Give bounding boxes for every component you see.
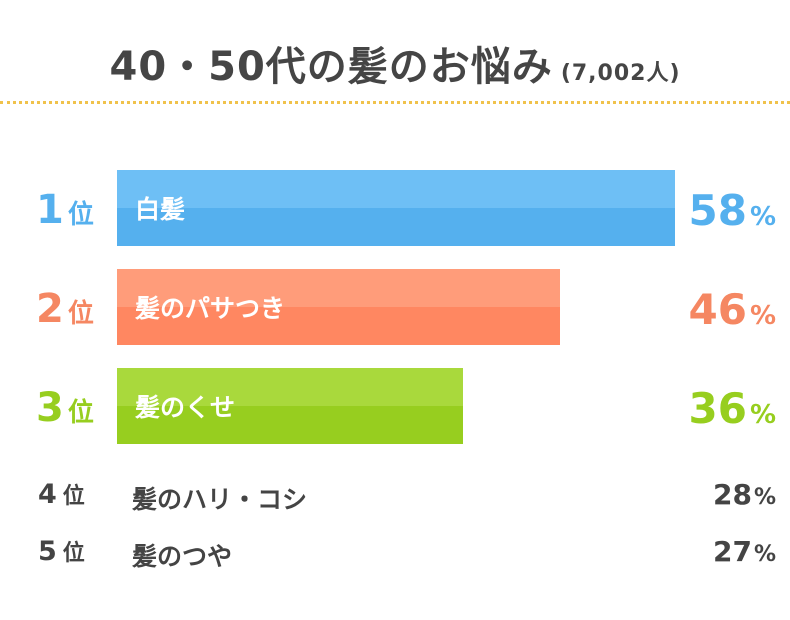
rank-number: 2 xyxy=(36,286,64,332)
percent-value: 58 xyxy=(688,186,747,235)
bar-label: 髪のパサつき xyxy=(135,294,286,323)
percent-label: 28% xyxy=(713,478,776,511)
percent-value: 46 xyxy=(688,285,747,334)
percent-unit: % xyxy=(749,301,776,331)
rank-unit: 位 xyxy=(62,541,85,566)
rank-unit: 位 xyxy=(67,299,94,329)
bar-upper-band xyxy=(117,269,560,307)
rank-number: 5 xyxy=(38,536,57,567)
bar: 白髪 xyxy=(117,170,675,246)
percent-unit: % xyxy=(753,485,776,510)
bar: 髪のくせ xyxy=(117,368,463,444)
percent-unit: % xyxy=(753,542,776,567)
rank-unit: 位 xyxy=(67,200,94,230)
rank-number: 3 xyxy=(36,385,64,431)
percent-label: 58% xyxy=(688,190,776,232)
rank-unit: 位 xyxy=(67,398,94,428)
bar-lower-band xyxy=(117,307,560,345)
percent-value: 36 xyxy=(688,384,747,433)
rank-unit: 位 xyxy=(62,484,85,509)
percent-label: 27% xyxy=(713,535,776,568)
bar-label: 髪のくせ xyxy=(135,393,236,422)
bar-upper-band xyxy=(117,170,675,208)
bar-upper-band xyxy=(117,368,463,406)
bar-label: 白髪 xyxy=(135,195,186,224)
title-text: 40・50代の髪のお悩み xyxy=(109,44,553,90)
percent-value: 27 xyxy=(712,535,752,568)
dotted-divider xyxy=(0,101,790,104)
bar-lower-band xyxy=(117,406,463,444)
percent-label: 36% xyxy=(688,388,776,430)
percent-value: 28 xyxy=(712,478,752,511)
item-label: 髪のつや xyxy=(132,542,233,571)
item-label: 髪のハリ・コシ xyxy=(132,485,308,514)
chart-title: 40・50代の髪のお悩み (7,002人) xyxy=(0,34,790,92)
percent-label: 46% xyxy=(688,289,776,331)
rank-number: 1 xyxy=(36,187,64,233)
bar: 髪のパサつき xyxy=(117,269,560,345)
percent-unit: % xyxy=(749,400,776,430)
bar-lower-band xyxy=(117,208,675,246)
percent-unit: % xyxy=(749,202,776,232)
respondent-count: (7,002人) xyxy=(560,61,681,86)
rank-number: 4 xyxy=(38,479,57,510)
